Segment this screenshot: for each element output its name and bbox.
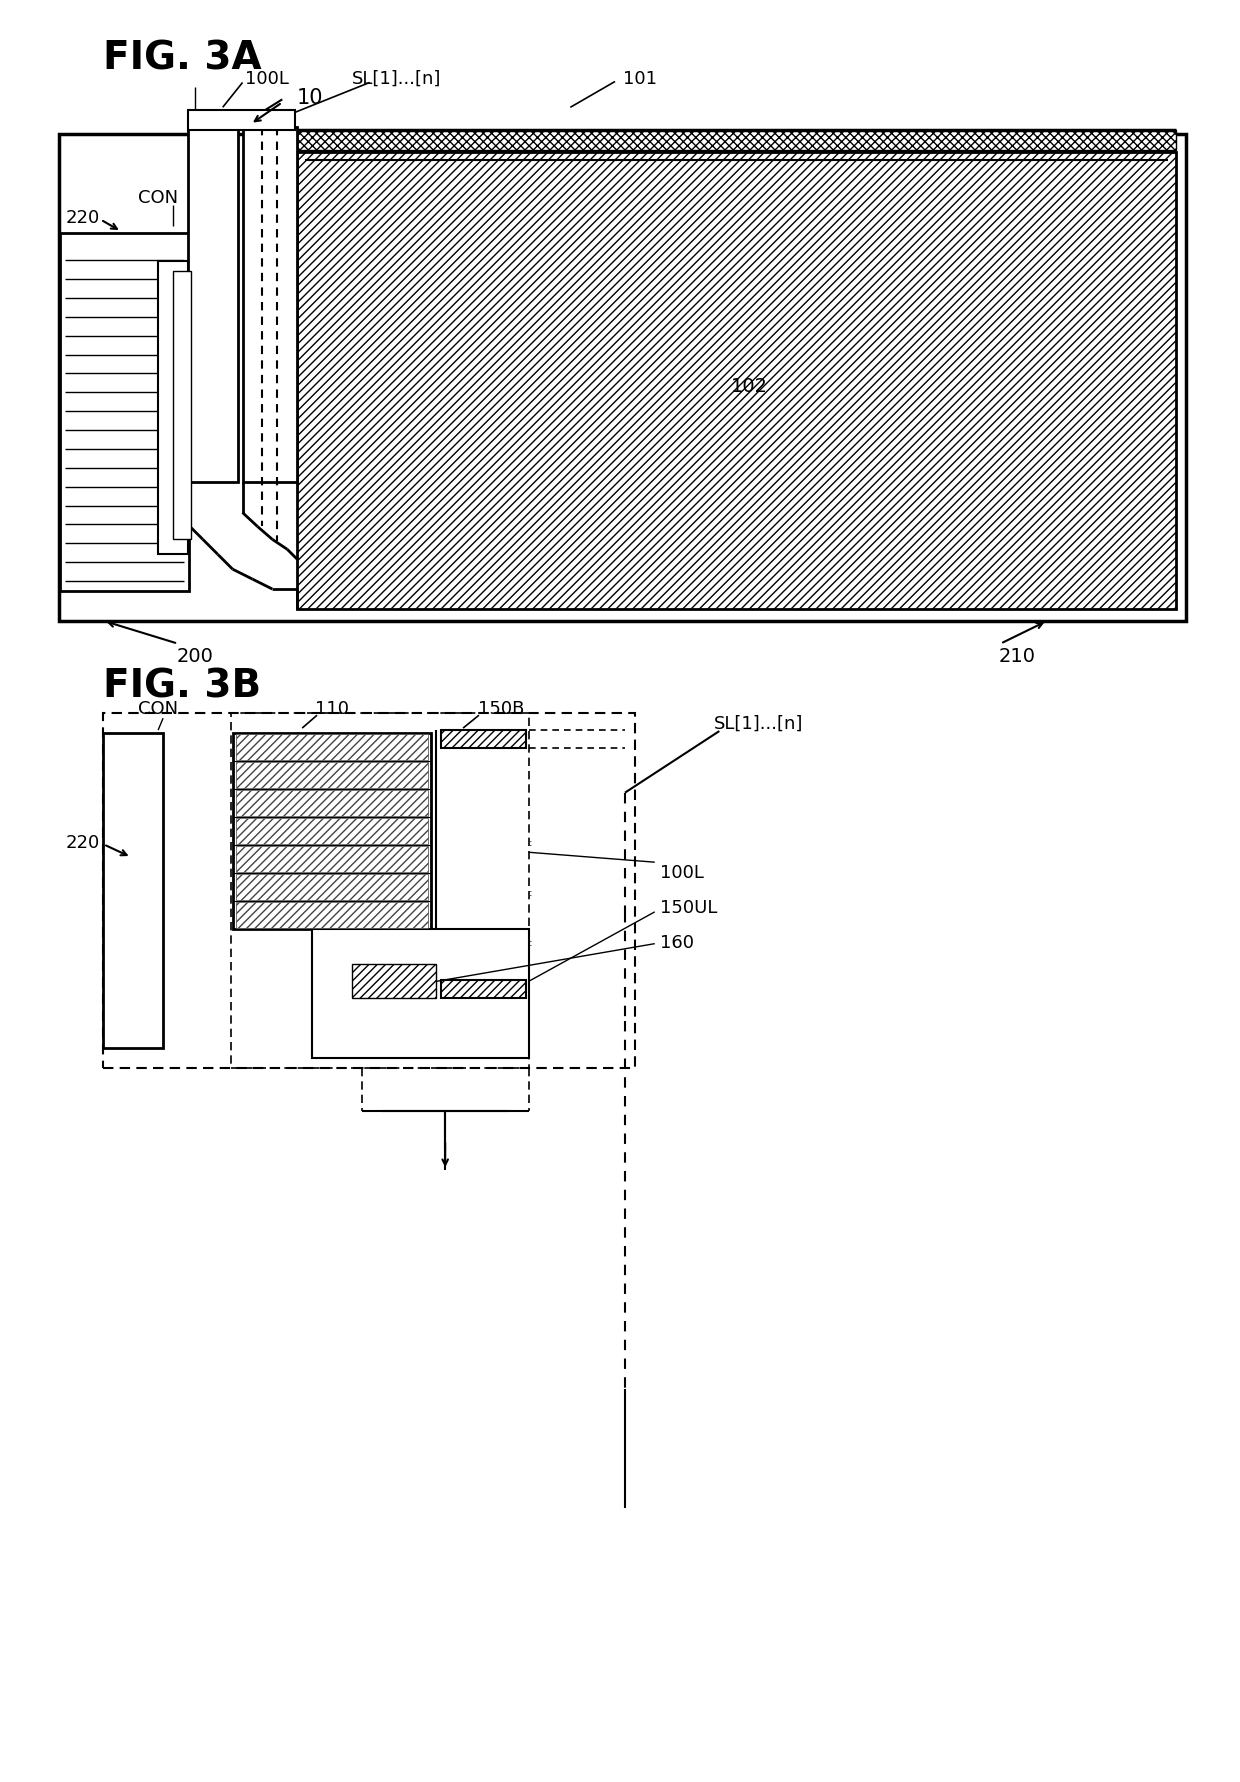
Bar [243,128,298,483]
Bar [233,734,432,928]
Text: 102: 102 [730,376,768,396]
Text: 220: 220 [66,834,100,852]
Text: 210: 210 [998,647,1035,666]
Text: CON: CON [138,700,179,718]
Bar [188,110,295,132]
Text: 220: 220 [66,208,100,226]
Bar [103,734,164,1048]
Text: :: : [528,838,532,848]
Bar [236,734,428,761]
Bar [236,763,428,789]
Bar [352,964,436,998]
Text: FIG. 3A: FIG. 3A [103,39,262,78]
Text: 160: 160 [660,934,693,952]
Bar [103,715,635,1067]
Text: SL[1]...[n]: SL[1]...[n] [714,715,804,732]
Bar [60,233,188,592]
Bar [236,875,428,900]
Text: 100L: 100L [246,69,289,87]
Bar [231,715,528,1067]
Text: 100L: 100L [660,864,703,882]
Text: FIG. 3B: FIG. 3B [103,666,262,706]
Text: :: : [528,937,532,946]
Bar [441,731,526,748]
Bar [159,262,188,554]
Bar [236,846,428,873]
Text: 110: 110 [315,700,348,718]
Bar [298,132,1177,151]
Bar [236,902,428,928]
Bar [58,135,1187,622]
Text: SL[1]...[n]: SL[1]...[n] [352,69,441,87]
Bar [236,791,428,816]
Bar [174,273,191,540]
Text: 150UL: 150UL [660,898,717,916]
Text: :: : [528,887,532,898]
Text: 101: 101 [622,69,657,87]
Bar [312,928,528,1059]
Bar [298,153,1177,609]
Bar [441,980,526,998]
Text: 200: 200 [176,647,213,666]
Bar [236,818,428,845]
Bar [188,128,238,483]
Text: CON: CON [138,189,179,207]
Text: 10: 10 [298,89,324,109]
Text: 150B: 150B [477,700,525,718]
